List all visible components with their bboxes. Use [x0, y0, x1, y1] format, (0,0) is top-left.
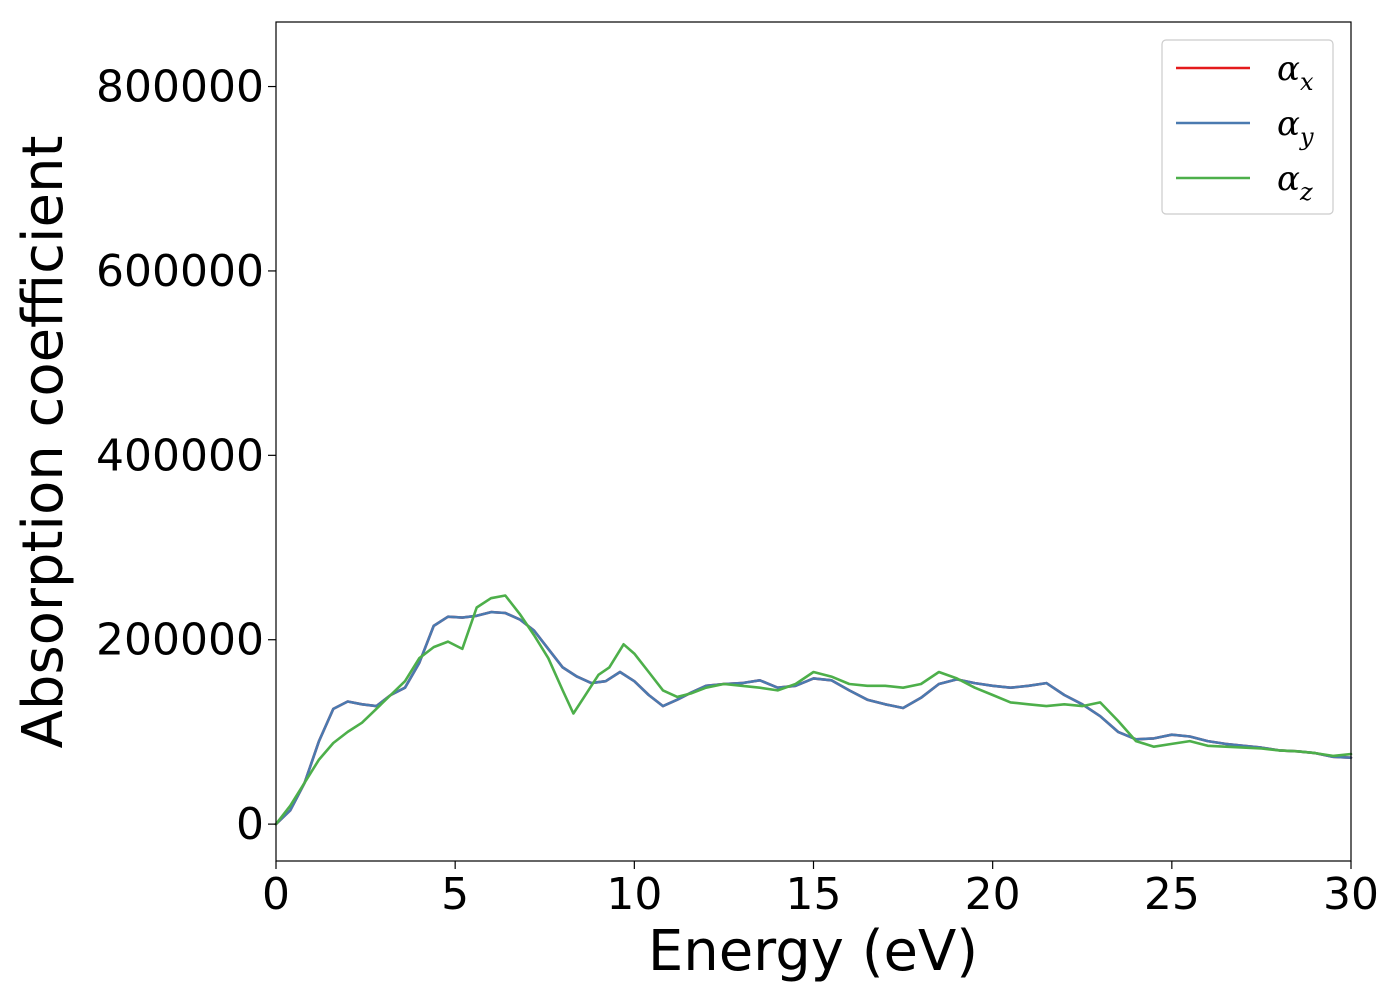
y-axis-ticks: 0 200000 400000 600000 800000: [96, 62, 276, 850]
x-tick-label: 10: [606, 869, 662, 920]
y-tick-label: 400000: [96, 430, 264, 481]
y-axis-label: Absorption coefficient: [11, 136, 76, 749]
series-layer: [274, 594, 1353, 826]
legend: αx αy αz: [1161, 39, 1334, 215]
legend-label-x: αx: [1277, 49, 1314, 96]
x-tick-label: 5: [441, 869, 469, 920]
legend-label-y: αy: [1277, 104, 1314, 151]
y-tick-label: 0: [236, 799, 264, 850]
x-axis-label: Energy (eV): [648, 919, 978, 984]
series-line-y: [274, 610, 1353, 826]
series-line-z: [274, 594, 1353, 826]
x-axis-ticks: 0 5 10 15 20 25 30: [262, 861, 1379, 920]
x-tick-label: 30: [1323, 869, 1379, 920]
y-tick-label: 200000: [96, 615, 264, 666]
x-tick-label: 15: [786, 869, 842, 920]
x-tick-label: 0: [262, 869, 290, 920]
x-tick-label: 20: [965, 869, 1021, 920]
y-tick-label: 800000: [96, 62, 264, 113]
legend-label-z: αz: [1277, 159, 1313, 206]
legend-box: [1161, 39, 1334, 215]
x-tick-label: 25: [1144, 869, 1200, 920]
y-tick-label: 600000: [96, 246, 264, 297]
